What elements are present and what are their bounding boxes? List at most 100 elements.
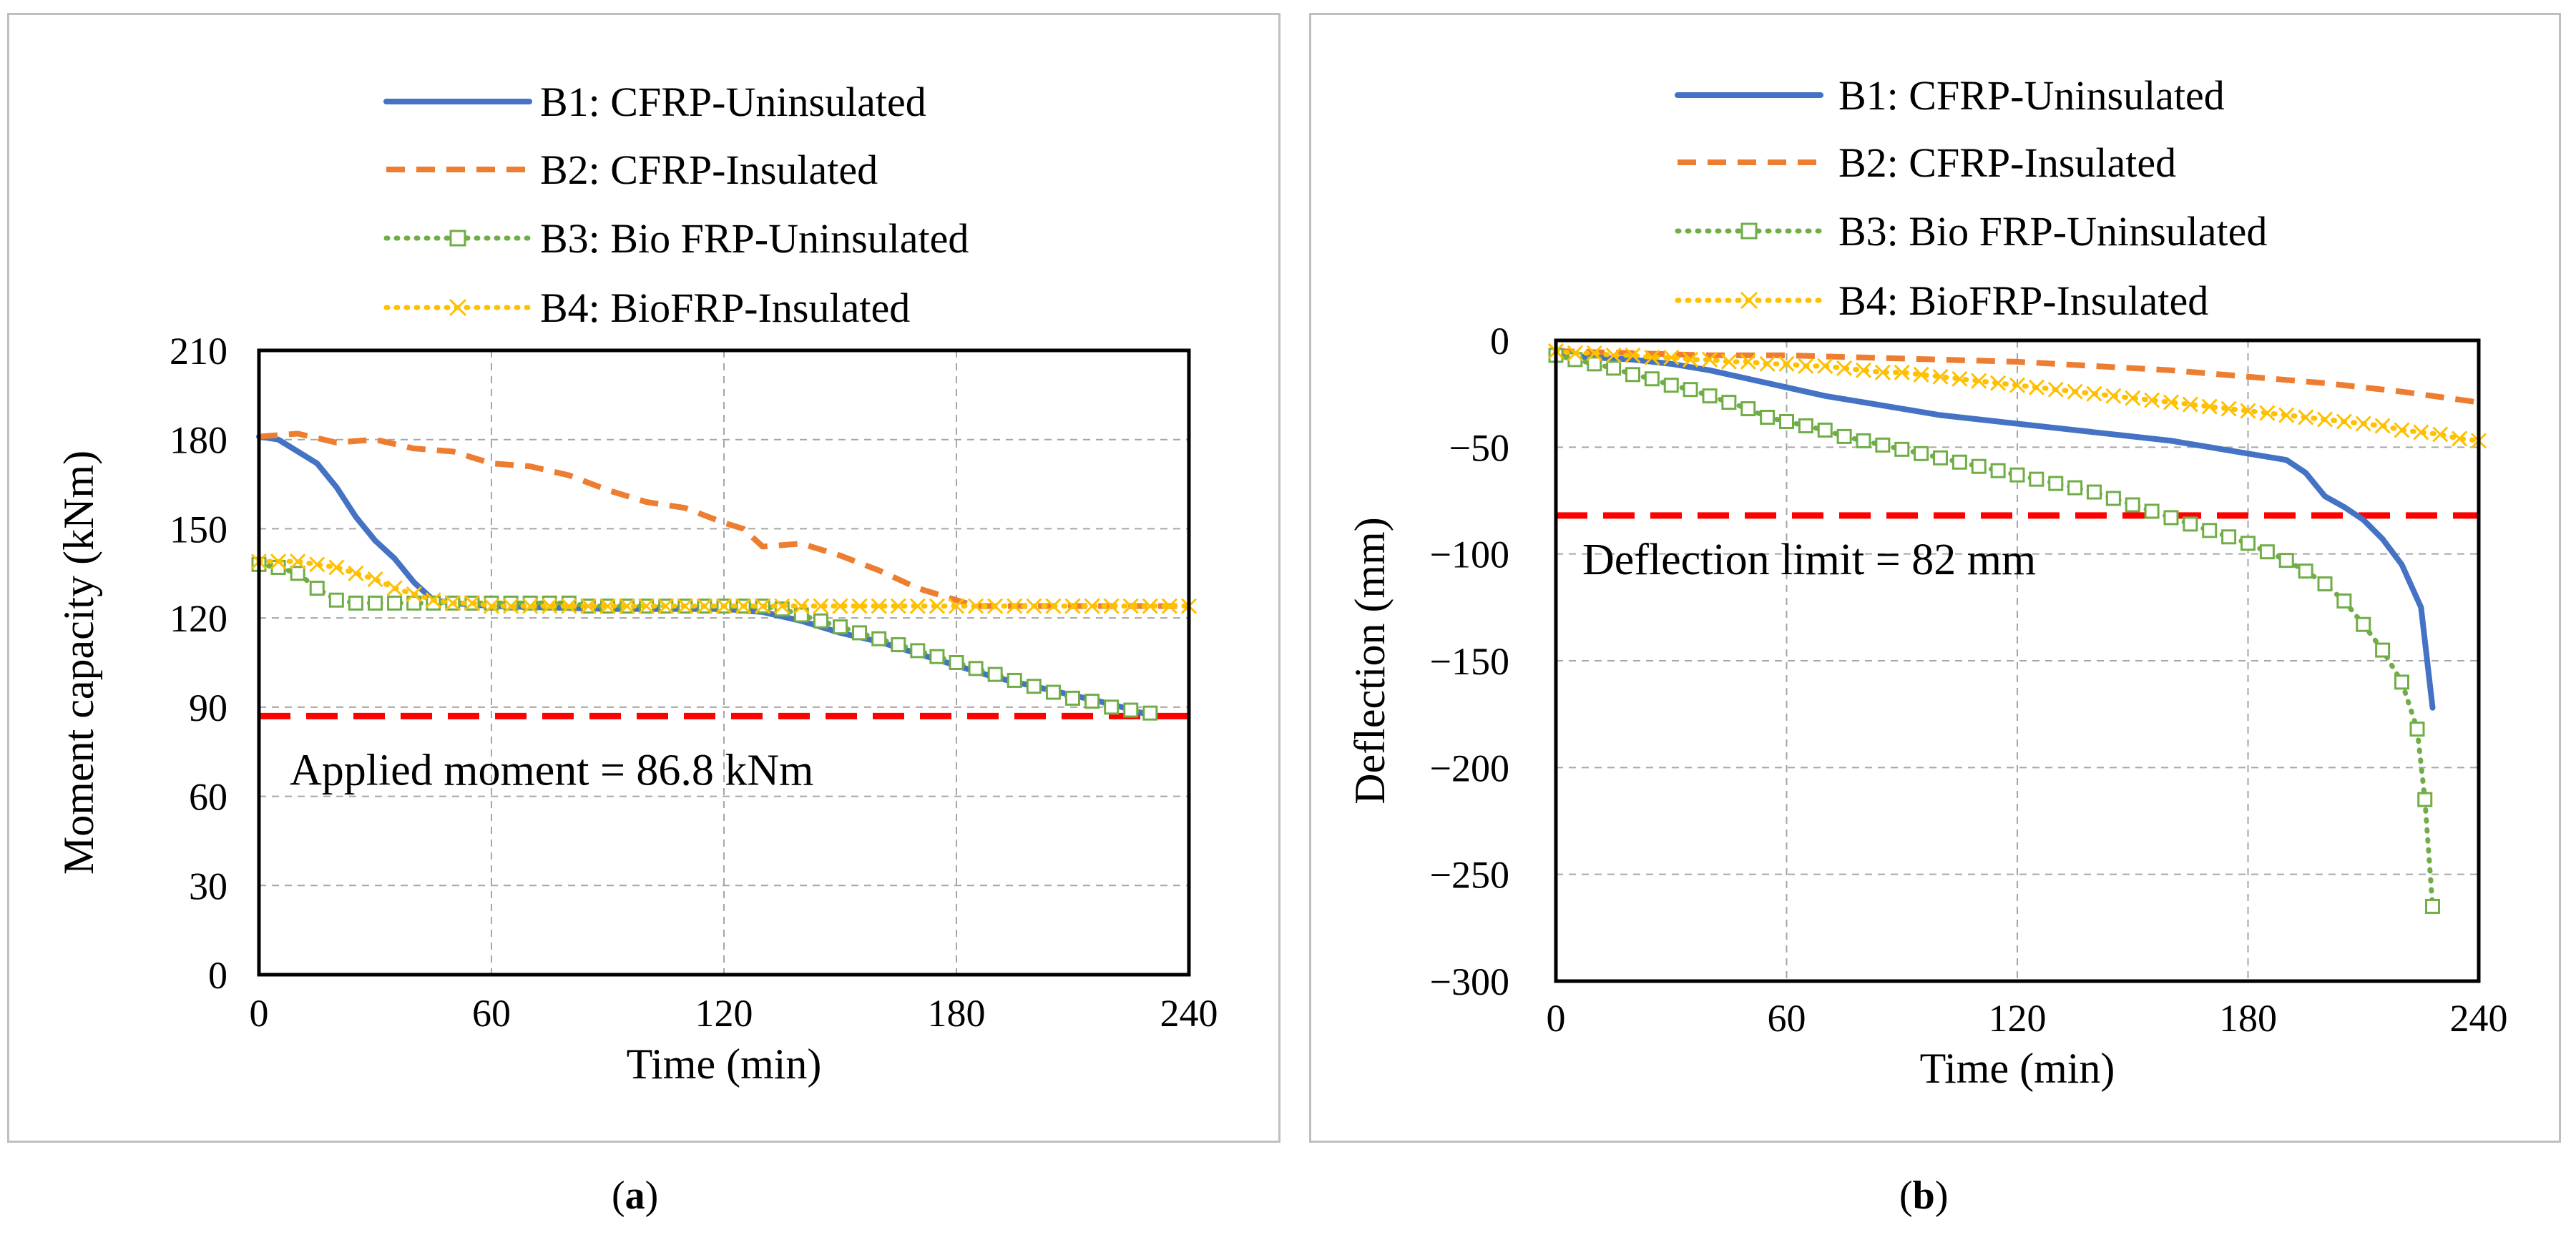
data-point-B4 <box>1625 347 1641 363</box>
data-point-B4 <box>599 598 616 614</box>
y-tick-label: 0 <box>1490 320 1509 363</box>
legend-marker-B3 <box>1740 222 1758 240</box>
data-point-B3 <box>1026 679 1042 694</box>
data-point-B4 <box>328 559 345 576</box>
plot-area <box>1554 338 2481 983</box>
data-point-B4 <box>890 598 906 614</box>
y-tick-label: −300 <box>1430 960 1509 1003</box>
data-point-B3 <box>2202 523 2218 538</box>
data-point-B3 <box>1856 433 1871 448</box>
data-point-B4 <box>2144 392 2160 408</box>
data-point-B3 <box>1740 401 1756 417</box>
data-point-B4 <box>2413 424 2429 441</box>
data-point-B4 <box>715 598 733 614</box>
data-point-B4 <box>2240 403 2256 419</box>
data-point-B4 <box>483 598 500 614</box>
series-line-B2 <box>258 430 1189 609</box>
y-axis-label: Deflection (mm) <box>1346 517 1394 804</box>
data-point-B4 <box>367 571 383 588</box>
data-point-B4 <box>2452 430 2468 447</box>
data-point-B4 <box>270 553 287 570</box>
data-point-B3 <box>1644 371 1660 387</box>
data-point-B3 <box>2394 674 2409 690</box>
data-point-B3 <box>348 595 363 611</box>
legend-label-B3: B3: Bio FRP-Uninsulated <box>1838 208 2267 255</box>
data-point-B3 <box>1971 458 1987 474</box>
panel-b <box>1309 13 2561 1143</box>
data-point-B4 <box>1778 355 1795 372</box>
data-point-B4 <box>2009 377 2026 393</box>
data-point-B3 <box>813 613 828 629</box>
y-axis-label: Moment capacity (kNm) <box>55 451 102 875</box>
data-point-B4 <box>1836 360 1853 376</box>
x-tick-label: 180 <box>928 992 986 1035</box>
data-point-B4 <box>1951 370 1968 387</box>
data-point-B4 <box>832 598 848 614</box>
data-point-B4 <box>1026 598 1042 614</box>
data-point-B3 <box>2425 898 2440 914</box>
data-point-B4 <box>1701 351 1718 368</box>
data-point-B3 <box>1990 463 2006 478</box>
data-point-B3 <box>1045 684 1061 700</box>
y-tick-label: 180 <box>170 419 227 462</box>
data-point-B3 <box>2375 642 2391 658</box>
data-point-B4 <box>871 598 887 614</box>
data-point-B4 <box>1586 345 1602 361</box>
data-point-B4 <box>696 598 712 614</box>
data-point-B4 <box>2336 413 2352 430</box>
data-point-B3 <box>2336 593 2352 609</box>
data-point-B3 <box>2105 491 2121 506</box>
data-point-B4 <box>619 598 635 614</box>
x-tick-label: 120 <box>1989 997 2047 1040</box>
data-point-B4 <box>2374 418 2391 434</box>
data-point-B3 <box>2029 471 2044 487</box>
data-point-B4 <box>929 598 945 614</box>
legend-label-B3: B3: Bio FRP-Uninsulated <box>540 215 969 262</box>
data-point-B4 <box>1817 358 1833 374</box>
data-point-B3 <box>833 619 848 635</box>
data-point-B3 <box>1683 382 1698 398</box>
data-point-B3 <box>2298 564 2313 579</box>
data-point-B4 <box>1122 598 1139 614</box>
data-point-B4 <box>968 598 984 614</box>
data-point-B3 <box>1779 413 1794 429</box>
x-axis-label: Time (min) <box>627 1040 822 1088</box>
x-tick-label: 180 <box>2219 997 2277 1040</box>
x-axis-label: Time (min) <box>1920 1045 2115 1092</box>
data-point-B4 <box>290 553 306 570</box>
data-point-B4 <box>1740 353 1756 370</box>
data-point-B4 <box>1990 375 2007 391</box>
x-tick-label: 60 <box>1768 997 1806 1040</box>
data-point-B3 <box>328 592 344 608</box>
data-point-B4 <box>464 595 480 611</box>
data-point-B3 <box>871 631 887 646</box>
y-tick-label: 0 <box>208 954 227 997</box>
data-point-B4 <box>2182 396 2198 413</box>
data-point-B4 <box>1084 598 1100 614</box>
data-point-B4 <box>1798 358 1814 374</box>
data-point-B3 <box>1914 446 1929 461</box>
data-point-B4 <box>1932 368 1949 385</box>
y-tick-label: 60 <box>189 776 227 819</box>
data-point-B4 <box>657 598 674 614</box>
legend-label-B2: B2: CFRP-Insulated <box>1838 139 2176 186</box>
data-point-B3 <box>2067 480 2083 496</box>
y-tick-label: 210 <box>170 330 227 373</box>
chart-b: −300 −250 −200 −150 −100 −50 0 0 60 120 180 240 Time… <box>1346 72 2508 1092</box>
series-line-B2 <box>1555 348 2479 405</box>
data-point-B4 <box>2086 385 2102 402</box>
data-point-B4 <box>2028 379 2044 395</box>
data-point-B4 <box>638 598 655 614</box>
y-tick-label: −150 <box>1430 640 1509 683</box>
data-point-B4 <box>813 598 829 614</box>
data-point-B3 <box>2240 536 2256 551</box>
data-point-B4 <box>1874 364 1891 380</box>
legend-label-B4: B4: BioFRP-Insulated <box>540 285 910 331</box>
data-point-B4 <box>580 598 597 614</box>
data-point-B3 <box>290 566 305 581</box>
data-point-B4 <box>677 598 693 614</box>
legend-label-B2: B2: CFRP-Insulated <box>540 147 878 193</box>
data-point-B3 <box>2009 467 2025 483</box>
data-point-B4 <box>2394 422 2410 438</box>
data-point-B4 <box>561 598 577 614</box>
